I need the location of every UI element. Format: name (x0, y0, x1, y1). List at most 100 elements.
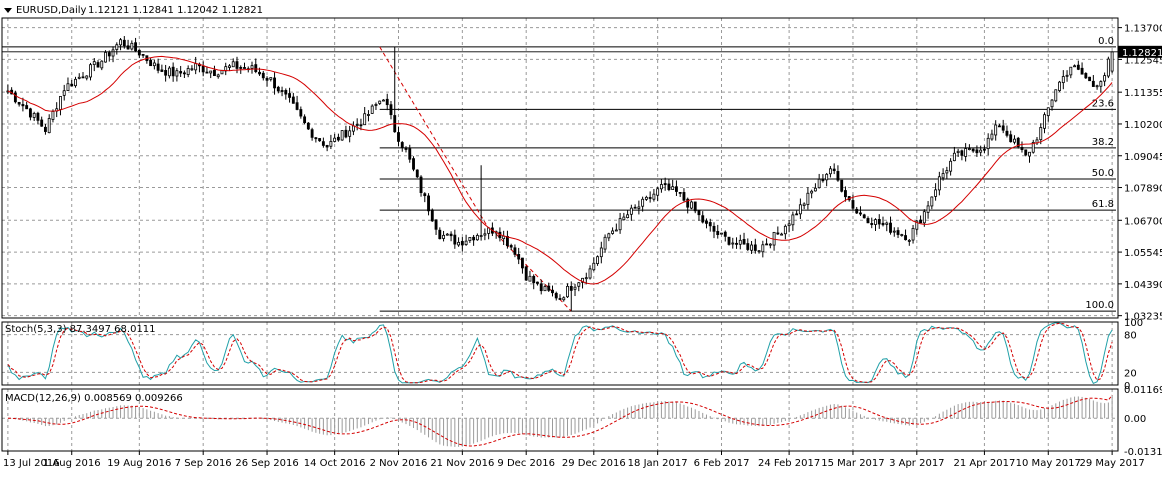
candle-body (776, 232, 780, 235)
moving-average-layer (2, 51, 1118, 285)
candle-body (870, 223, 874, 225)
candle-body (299, 109, 303, 117)
y-tick-label: 1.10200 (1124, 120, 1162, 131)
candle-body (239, 67, 243, 69)
candle-body (111, 49, 115, 57)
candle-body (693, 201, 697, 212)
fib-level-label: 61.8 (1092, 199, 1114, 210)
candle-body (569, 286, 573, 291)
candle-body (460, 241, 464, 246)
candle-body (1031, 142, 1035, 153)
candle-body (956, 150, 960, 153)
x-tick-label: 18 Jan 2017 (628, 458, 688, 469)
candle-body (716, 231, 720, 235)
candle-body (904, 235, 907, 241)
candle-body (1046, 107, 1050, 117)
grid-layer (2, 18, 1118, 451)
candle-body (134, 42, 138, 52)
candle-body (453, 234, 457, 245)
x-tick-label: 2 Nov 2016 (370, 458, 428, 469)
candle-body (284, 90, 288, 95)
candle-body (900, 234, 904, 236)
candle-body (1080, 67, 1084, 75)
candle-body (648, 197, 652, 199)
candle-body (539, 283, 543, 292)
candle-body (896, 230, 900, 235)
candle-body (1058, 81, 1061, 91)
candle-body (907, 239, 911, 242)
candle-body (59, 96, 62, 110)
candle-body (521, 257, 524, 269)
candle-body (892, 230, 896, 233)
x-tick-label: 21 Apr 2017 (953, 458, 1015, 469)
candle-body (397, 132, 400, 142)
candle-body (201, 65, 205, 73)
candle-body (731, 242, 735, 245)
candle-body (768, 243, 772, 246)
candle-body (295, 102, 299, 110)
stochastic-layer (7, 322, 1113, 385)
candle-body (404, 147, 408, 150)
candle-body (1065, 74, 1069, 77)
candle-body (641, 198, 645, 207)
candle-body (505, 235, 509, 247)
candle-body (318, 138, 322, 142)
candle-body (844, 190, 847, 198)
candle-body (596, 256, 599, 264)
candle-body (720, 232, 723, 235)
chart-menu-triangle-icon[interactable] (4, 8, 12, 13)
candle-body (934, 189, 938, 197)
candle-body (524, 266, 528, 281)
current-price-tag (1118, 45, 1162, 58)
candle-body (727, 236, 731, 245)
candle-body (926, 205, 930, 213)
x-tick-label: 13 Jul 2016 (3, 458, 60, 469)
candle-body (513, 247, 517, 255)
candle-body (599, 247, 603, 258)
candle-body (877, 219, 881, 225)
candle-body (671, 186, 675, 190)
candle-body (998, 125, 1001, 128)
moving-average-line (7, 55, 1113, 285)
candle-body (430, 209, 434, 222)
candle-body (937, 176, 941, 191)
candle-body (464, 240, 468, 245)
macd-layer (7, 394, 1113, 447)
candle-body (967, 148, 971, 150)
candle-body (303, 116, 307, 124)
candle-body (25, 105, 29, 110)
candle-body (235, 61, 239, 69)
candle-body (1099, 81, 1103, 87)
candle-body (629, 207, 633, 215)
candle-body (551, 289, 554, 294)
candle-body (438, 229, 442, 240)
candle-body (258, 71, 261, 75)
candle-body (13, 92, 17, 103)
ohlc-readout: 1.12121 1.12841 1.12042 1.12821 (88, 5, 263, 16)
candle-body (434, 219, 438, 230)
candle-body (922, 211, 926, 224)
candle-body (990, 133, 994, 140)
y-tick-label: 1.11355 (1124, 88, 1162, 99)
candle-body (851, 200, 855, 209)
candle-body (363, 113, 367, 126)
candle-body (104, 52, 107, 63)
candle-body (40, 119, 44, 127)
candle-body (355, 124, 359, 126)
candle-body (592, 262, 596, 271)
candle-body (945, 170, 949, 174)
candle-body (389, 104, 393, 116)
candle-body (351, 125, 355, 132)
candle-body (919, 219, 923, 224)
candle-body (340, 130, 344, 141)
candle-body (1095, 85, 1099, 88)
candle-body (889, 222, 892, 233)
y-tick-label: 1.12545 (1124, 55, 1162, 66)
candle-body (141, 54, 145, 56)
candle-body (753, 244, 757, 251)
x-tick-label: 26 Sep 2016 (235, 458, 298, 469)
candle-body (855, 208, 859, 214)
candle-body (573, 286, 577, 290)
